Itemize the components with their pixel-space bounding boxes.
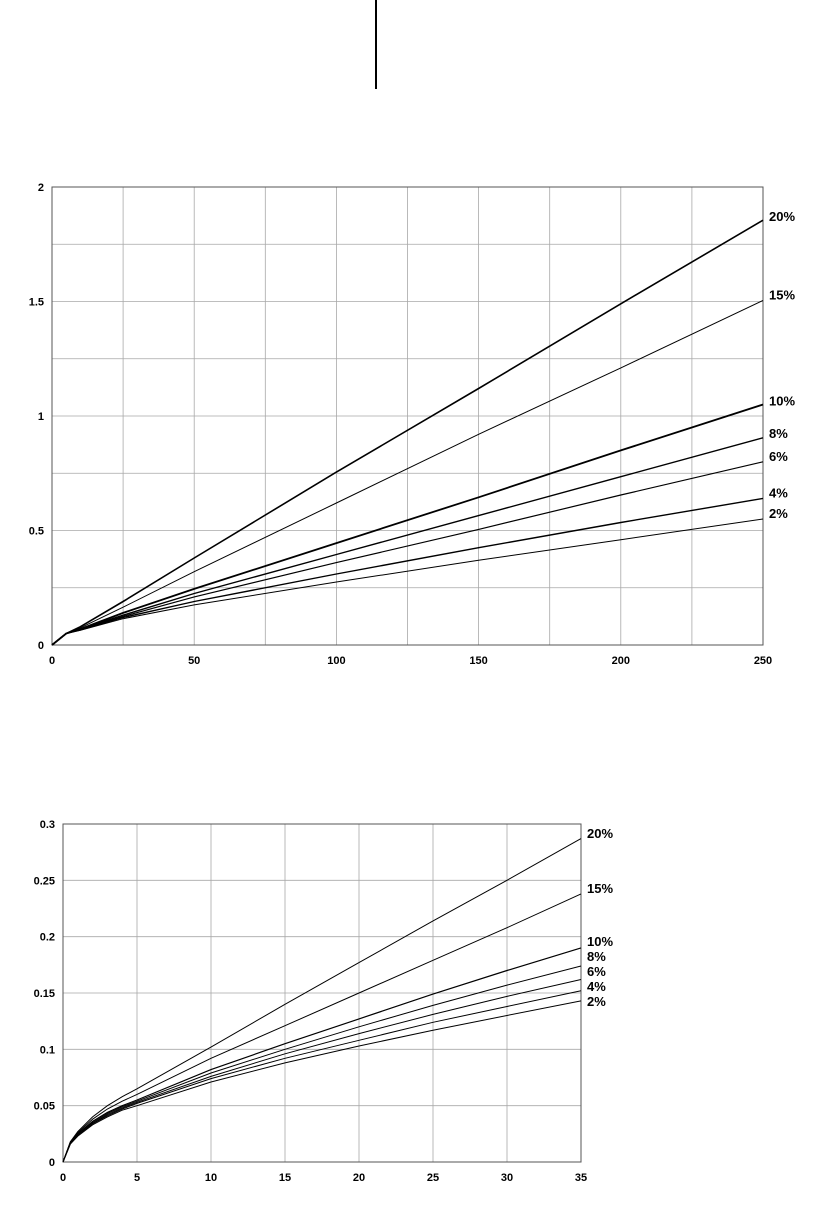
series-line-2pct: [51, 518, 764, 646]
x-tick-label: 15: [279, 1172, 291, 1184]
plot-frame: [51, 186, 764, 646]
x-tick-label: 50: [188, 655, 200, 667]
x-tick-label: 30: [501, 1172, 513, 1184]
y-tick-label: 0.15: [34, 988, 55, 1000]
chart-1-plot: 0 50 100 150 200 250 0 0.5 1 1.5 2 20% 15% 10% 8% 6% 4% 2…: [29, 182, 796, 667]
series-label-15pct: 15%: [769, 287, 795, 302]
series-line-4pct: [62, 990, 582, 1163]
series-label-6pct: 6%: [769, 449, 788, 464]
x-tick-label: 150: [469, 655, 487, 667]
y-tick-label: 0: [38, 640, 44, 652]
x-tick-label: 20: [353, 1172, 365, 1184]
y-tick-label: 0: [49, 1157, 55, 1169]
series-label-15pct: 15%: [587, 881, 613, 896]
series-line-15pct: [62, 893, 582, 1163]
series-label-20pct: 20%: [587, 826, 613, 841]
y-tick-label: 0.1: [40, 1044, 55, 1056]
series-line-20pct: [62, 838, 582, 1163]
y-tick-label: 0.25: [34, 875, 55, 887]
series-line-8pct: [62, 965, 582, 1163]
series-label-2pct: 2%: [769, 506, 788, 521]
series-label-10pct: 10%: [587, 934, 613, 949]
series-label-2pct: 2%: [587, 994, 606, 1009]
y-tick-label: 2: [38, 182, 44, 194]
y-tick-label: 0.2: [40, 932, 55, 944]
y-tick-label: 0.5: [29, 526, 44, 538]
x-tick-label: 250: [754, 655, 772, 667]
y-tick-label: 1: [38, 411, 44, 423]
x-tick-label: 25: [427, 1172, 439, 1184]
chart-2-plot: 0 5 10 15 20 25 30 35 0 0.05 0.1 0.15 0.2 0.25 0.3 20% 1…: [34, 819, 614, 1184]
x-tick-label: 0: [49, 655, 55, 667]
x-tick-label: 200: [612, 655, 630, 667]
x-tick-label: 35: [575, 1172, 587, 1184]
y-tick-label: 1.5: [29, 297, 44, 309]
series-label-8pct: 8%: [769, 426, 788, 441]
series-line-2pct: [62, 1000, 582, 1163]
top-divider-line: [375, 0, 377, 89]
y-tick-label: 0.3: [40, 819, 55, 831]
x-tick-label: 10: [205, 1172, 217, 1184]
series-label-6pct: 6%: [587, 964, 606, 979]
plot-frame: [62, 823, 582, 1163]
series-label-8pct: 8%: [587, 949, 606, 964]
series-label-4pct: 4%: [769, 485, 788, 500]
series-label-4pct: 4%: [587, 979, 606, 994]
series-label-10pct: 10%: [769, 394, 795, 409]
series-label-20pct: 20%: [769, 209, 795, 224]
chart-1: 0 50 100 150 200 250 0 0.5 1 1.5 2 20% 15% 10% 8% 6% 4% 2…: [29, 182, 796, 667]
x-tick-label: 0: [60, 1172, 66, 1184]
x-tick-label: 100: [327, 655, 345, 667]
x-tick-label: 5: [134, 1172, 140, 1184]
y-tick-label: 0.05: [34, 1101, 55, 1113]
